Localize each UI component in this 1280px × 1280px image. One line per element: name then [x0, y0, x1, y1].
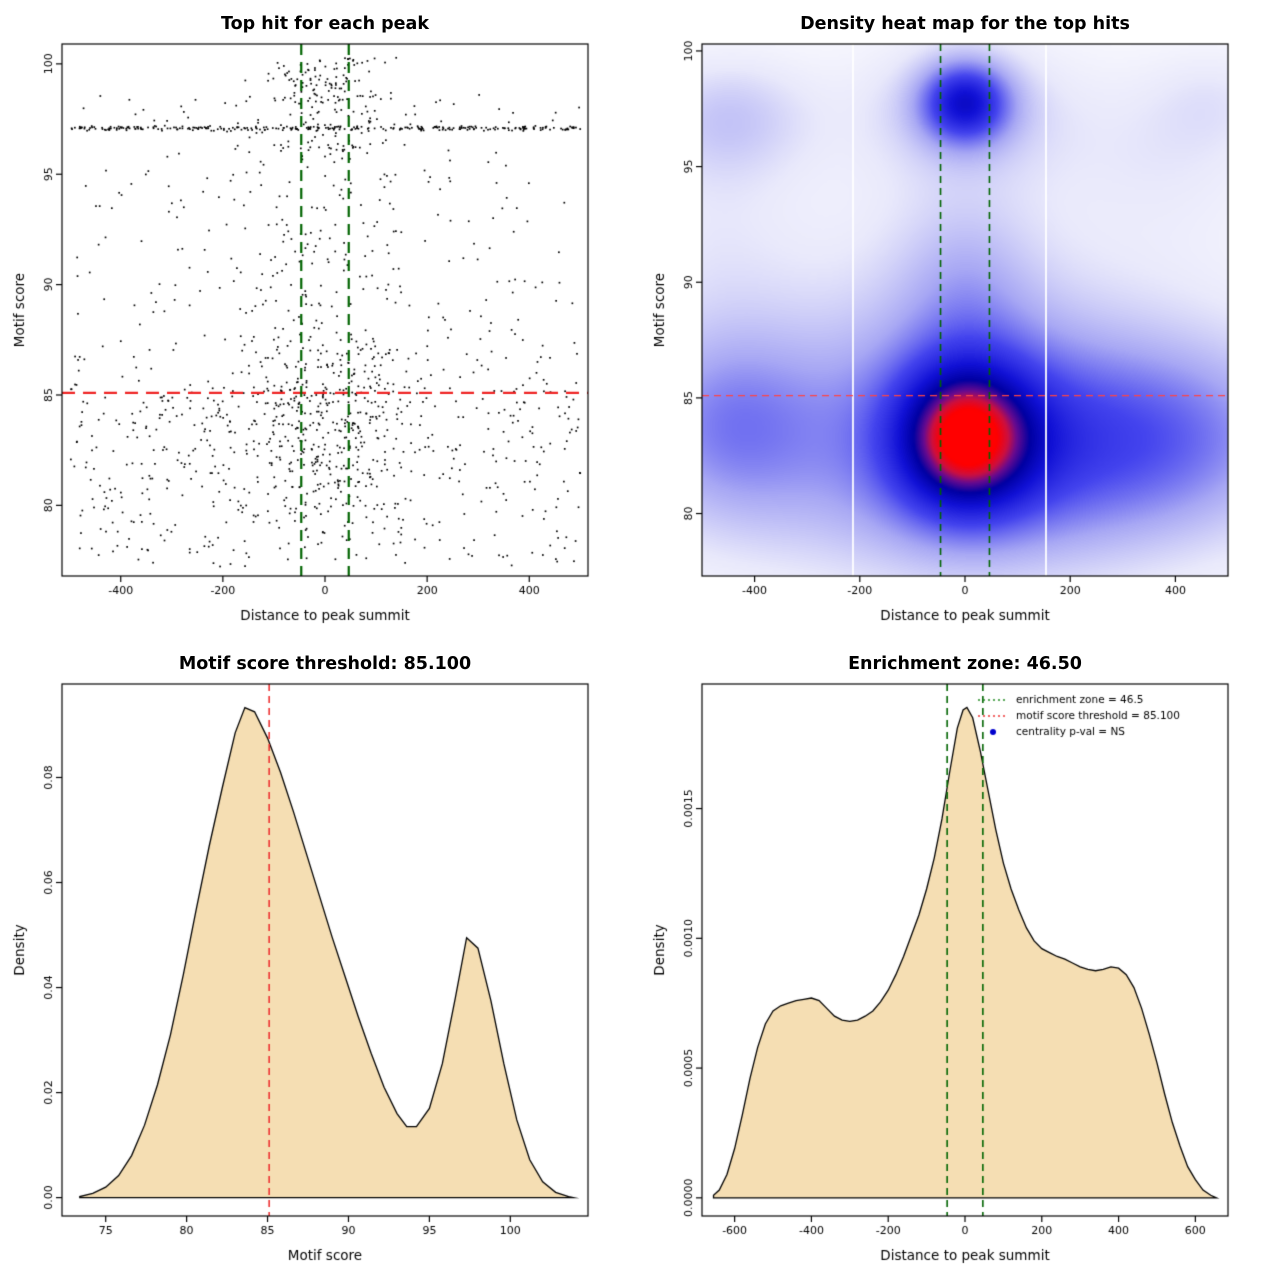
enrichment-zone-density-canvas — [640, 640, 1280, 1280]
density-heatmap-canvas — [640, 0, 1280, 640]
panel-top-hits-scatter: Top hit for each peak — [0, 0, 640, 640]
panel-motif-score-density: Motif score threshold: 85.100 — [0, 640, 640, 1280]
panel-enrichment-zone-density: Enrichment zone: 46.50 — [640, 640, 1280, 1280]
enrichment-zone-density-title: Enrichment zone: 46.50 — [848, 654, 1082, 674]
top-hits-scatter-title: Top hit for each peak — [221, 14, 429, 34]
motif-score-density-canvas — [0, 640, 640, 1280]
motif-score-density-title: Motif score threshold: 85.100 — [178, 654, 472, 674]
top-hits-scatter-canvas — [0, 0, 640, 640]
panel-density-heatmap: Density heat map for the top hits — [640, 0, 1280, 640]
density-heatmap-title: Density heat map for the top hits — [800, 14, 1130, 34]
